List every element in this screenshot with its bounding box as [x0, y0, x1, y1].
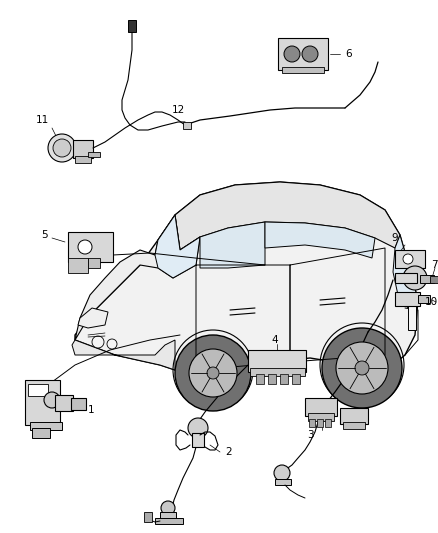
Circle shape: [302, 46, 318, 62]
Bar: [73, 140, 93, 158]
Text: 4: 4: [272, 335, 278, 345]
Bar: [282, 67, 324, 73]
Polygon shape: [393, 235, 418, 308]
Text: 12: 12: [171, 105, 185, 115]
Bar: [343, 422, 365, 429]
Circle shape: [274, 465, 290, 481]
Circle shape: [403, 266, 427, 290]
Text: 7: 7: [431, 260, 438, 270]
Bar: [308, 413, 334, 421]
Circle shape: [403, 254, 413, 264]
Polygon shape: [72, 340, 175, 370]
Bar: [420, 275, 434, 283]
Bar: [280, 374, 288, 384]
Bar: [309, 419, 315, 427]
Bar: [192, 433, 204, 447]
Polygon shape: [200, 222, 265, 268]
Circle shape: [188, 418, 208, 438]
Circle shape: [107, 339, 117, 349]
Bar: [75, 156, 91, 163]
Text: 6: 6: [345, 49, 352, 59]
Bar: [395, 292, 420, 306]
Circle shape: [355, 361, 369, 375]
Bar: [55, 395, 73, 411]
Bar: [68, 232, 113, 262]
Bar: [340, 408, 368, 424]
Bar: [144, 512, 152, 522]
Circle shape: [44, 392, 60, 408]
Circle shape: [53, 139, 71, 157]
Polygon shape: [75, 215, 200, 340]
Circle shape: [48, 134, 76, 162]
Circle shape: [161, 501, 175, 515]
Bar: [278, 38, 328, 70]
Bar: [25, 380, 60, 425]
Bar: [71, 398, 86, 410]
Text: 5: 5: [41, 230, 48, 240]
Bar: [128, 20, 136, 32]
Circle shape: [336, 342, 388, 394]
Polygon shape: [78, 308, 108, 328]
Bar: [268, 374, 276, 384]
Bar: [160, 512, 176, 519]
Circle shape: [207, 367, 219, 379]
Bar: [88, 258, 100, 268]
Polygon shape: [175, 182, 400, 250]
Bar: [395, 273, 417, 283]
Text: 11: 11: [35, 115, 49, 125]
Bar: [317, 419, 323, 427]
Bar: [32, 428, 50, 438]
Text: 9: 9: [392, 233, 398, 243]
Bar: [418, 295, 430, 303]
Circle shape: [284, 46, 300, 62]
Bar: [395, 250, 425, 268]
Text: 1: 1: [88, 405, 95, 415]
Bar: [30, 422, 62, 430]
Polygon shape: [265, 222, 375, 258]
Bar: [250, 368, 305, 376]
Polygon shape: [155, 215, 200, 278]
Bar: [183, 122, 191, 129]
Text: 2: 2: [225, 447, 232, 457]
Bar: [248, 350, 306, 372]
Bar: [275, 479, 291, 485]
Bar: [28, 384, 48, 396]
Circle shape: [189, 349, 237, 397]
Bar: [68, 258, 88, 273]
Circle shape: [322, 328, 402, 408]
Bar: [292, 374, 300, 384]
Circle shape: [175, 335, 251, 411]
Text: 3: 3: [307, 430, 313, 440]
Circle shape: [92, 336, 104, 348]
Bar: [256, 374, 264, 384]
Bar: [325, 419, 331, 427]
Bar: [88, 152, 100, 157]
Bar: [408, 300, 416, 330]
Bar: [305, 398, 337, 416]
Polygon shape: [75, 182, 418, 382]
Bar: [155, 518, 183, 524]
Bar: [430, 276, 438, 283]
Text: 10: 10: [425, 297, 438, 307]
Circle shape: [78, 240, 92, 254]
